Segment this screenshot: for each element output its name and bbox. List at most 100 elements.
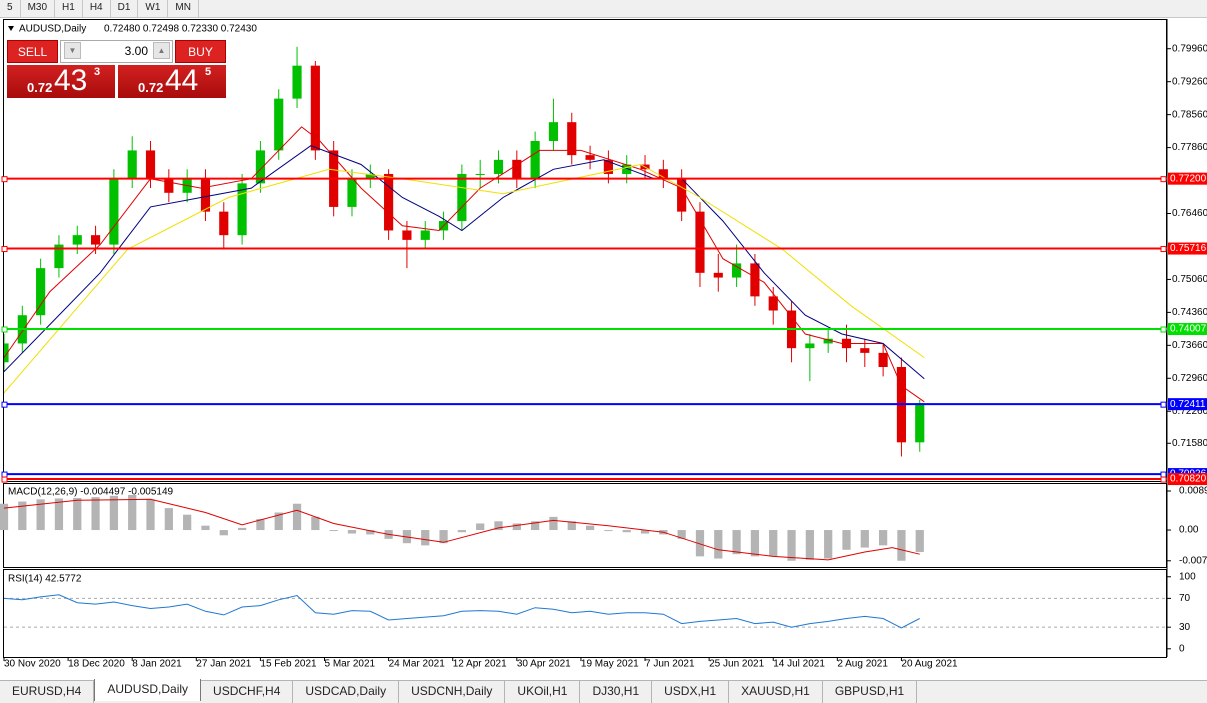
candle-body	[402, 230, 412, 240]
macd-bar	[237, 527, 247, 531]
candle-body	[713, 272, 723, 278]
candle-body	[384, 173, 394, 231]
macd-bar	[128, 494, 137, 531]
level-label: 0.75716	[1170, 243, 1207, 254]
y-tick-label: 70	[1179, 593, 1191, 604]
macd-bar	[549, 516, 558, 531]
chart-tab[interactable]: UKOil,H1	[505, 681, 581, 703]
candle-body	[585, 155, 595, 160]
y-tick-label: 0.74360	[1172, 307, 1207, 318]
one-click-trading: SELL 3.00 ▼ ▲ BUY 0.72 43 3 0.72 44 5	[7, 40, 226, 98]
lot-down[interactable]: ▼	[64, 42, 81, 59]
candle-body	[4, 343, 9, 363]
macd-bar	[585, 525, 595, 531]
chart-tab[interactable]: USDCHF,H4	[201, 681, 294, 703]
level-handle	[1160, 471, 1167, 478]
level-label: 0.74007	[1170, 324, 1207, 335]
macd-bar	[109, 495, 119, 531]
macd-bar	[622, 530, 631, 533]
macd-bar	[750, 530, 760, 557]
y-tick-label: -0.00701	[1179, 555, 1207, 566]
y-tick-label: 30	[1179, 622, 1191, 633]
ask-prefix: 0.72	[138, 80, 164, 95]
macd-bar	[824, 530, 833, 559]
x-tick-label: 24 Mar 2021	[389, 659, 446, 670]
macd-bar	[421, 530, 430, 546]
candle-body	[603, 159, 613, 174]
chart-tab[interactable]: GBPUSD,H1	[823, 681, 918, 703]
chart-tab[interactable]: DJ30,H1	[580, 681, 653, 703]
candle-body	[915, 403, 925, 443]
candle-body	[219, 211, 229, 236]
x-tick-label: 2 Aug 2021	[837, 659, 888, 670]
period-button[interactable]: M30	[21, 0, 56, 17]
bid-price[interactable]: 0.72 43 3	[7, 65, 115, 98]
x-tick-label: 30 Nov 2020	[4, 659, 61, 670]
candle-body	[255, 150, 265, 184]
level-handle	[1160, 246, 1167, 253]
period-button[interactable]: D1	[111, 0, 139, 17]
chart-tabs: EURUSD,H4 AUDUSD,Daily USDCHF,H4 USDCAD,Dai…	[0, 679, 1207, 703]
period-button[interactable]: 5	[0, 0, 21, 17]
macd-bar	[256, 519, 265, 531]
chart-tab[interactable]: USDCNH,Daily	[399, 681, 506, 703]
sell-button[interactable]: SELL	[7, 40, 58, 63]
macd-bar	[695, 530, 705, 557]
y-tick-label: 0.71580	[1172, 438, 1207, 449]
chart-tab[interactable]: USDX,H1	[652, 681, 730, 703]
x-tick-label: 12 Apr 2021	[453, 659, 507, 670]
bid-point: 3	[94, 66, 101, 78]
candle-body	[200, 178, 211, 212]
macd-bar	[311, 516, 320, 531]
x-tick-label: 27 Jan 2021	[196, 659, 251, 670]
buy-button[interactable]: BUY	[175, 40, 226, 63]
y-tick-label: 0.00	[1179, 525, 1199, 536]
candle-body	[145, 150, 156, 179]
macd-signal	[3, 498, 920, 561]
macd-bar	[787, 530, 796, 561]
chart-tab[interactable]: USDCAD,Daily	[293, 681, 400, 703]
macd-bar	[915, 530, 924, 552]
y-tick-label: 0	[1179, 643, 1185, 654]
macd-bar	[164, 508, 173, 531]
candle-body	[90, 235, 101, 245]
candle-body	[347, 178, 357, 207]
macd-bar	[604, 530, 613, 532]
chart-title: AUDUSD,Daily	[19, 24, 86, 35]
chart-tab[interactable]: EURUSD,H4	[0, 681, 95, 703]
ask-price[interactable]: 0.72 44 5	[118, 65, 226, 98]
candle-body	[475, 173, 485, 175]
period-button[interactable]: H4	[83, 0, 111, 17]
level-handle	[1, 246, 8, 253]
moving-average	[4, 163, 925, 394]
macd-bar	[457, 530, 466, 533]
chart-tab[interactable]: XAUUSD,H1	[729, 681, 823, 703]
candle-body	[768, 296, 778, 311]
level-label: 0.70820	[1170, 474, 1207, 485]
level-handle	[1160, 476, 1167, 483]
macd-bar	[805, 530, 814, 560]
candle-body	[823, 338, 833, 344]
lot-up[interactable]: ▲	[153, 42, 170, 59]
y-tick-label: 0.008904	[1179, 486, 1207, 497]
level-handle	[1, 401, 8, 408]
macd-bar	[73, 498, 82, 531]
y-tick-label: 0.76460	[1172, 208, 1207, 219]
x-tick-label: 25 Jun 2021	[709, 659, 764, 670]
candle-body	[365, 173, 375, 179]
candle-body	[164, 178, 174, 193]
macd-bar	[439, 530, 448, 544]
x-tick-label: 15 Feb 2021	[260, 659, 317, 670]
x-tick-label: 5 Mar 2021	[325, 659, 376, 670]
candle-body	[677, 178, 687, 212]
candle-body	[548, 122, 559, 142]
y-tick-label: 0.77860	[1172, 142, 1207, 153]
period-button[interactable]: W1	[138, 0, 169, 17]
period-toolbar: 5 M30 H1 H4 D1 W1 MN	[0, 0, 1207, 18]
chart-tab[interactable]: AUDUSD,Daily	[94, 679, 202, 701]
period-button[interactable]: H1	[55, 0, 83, 17]
lot-input[interactable]: 3.00	[60, 40, 173, 63]
period-button[interactable]: MN	[168, 0, 199, 17]
candle-body	[695, 211, 705, 273]
y-tick-label: 0.72260	[1172, 406, 1207, 417]
